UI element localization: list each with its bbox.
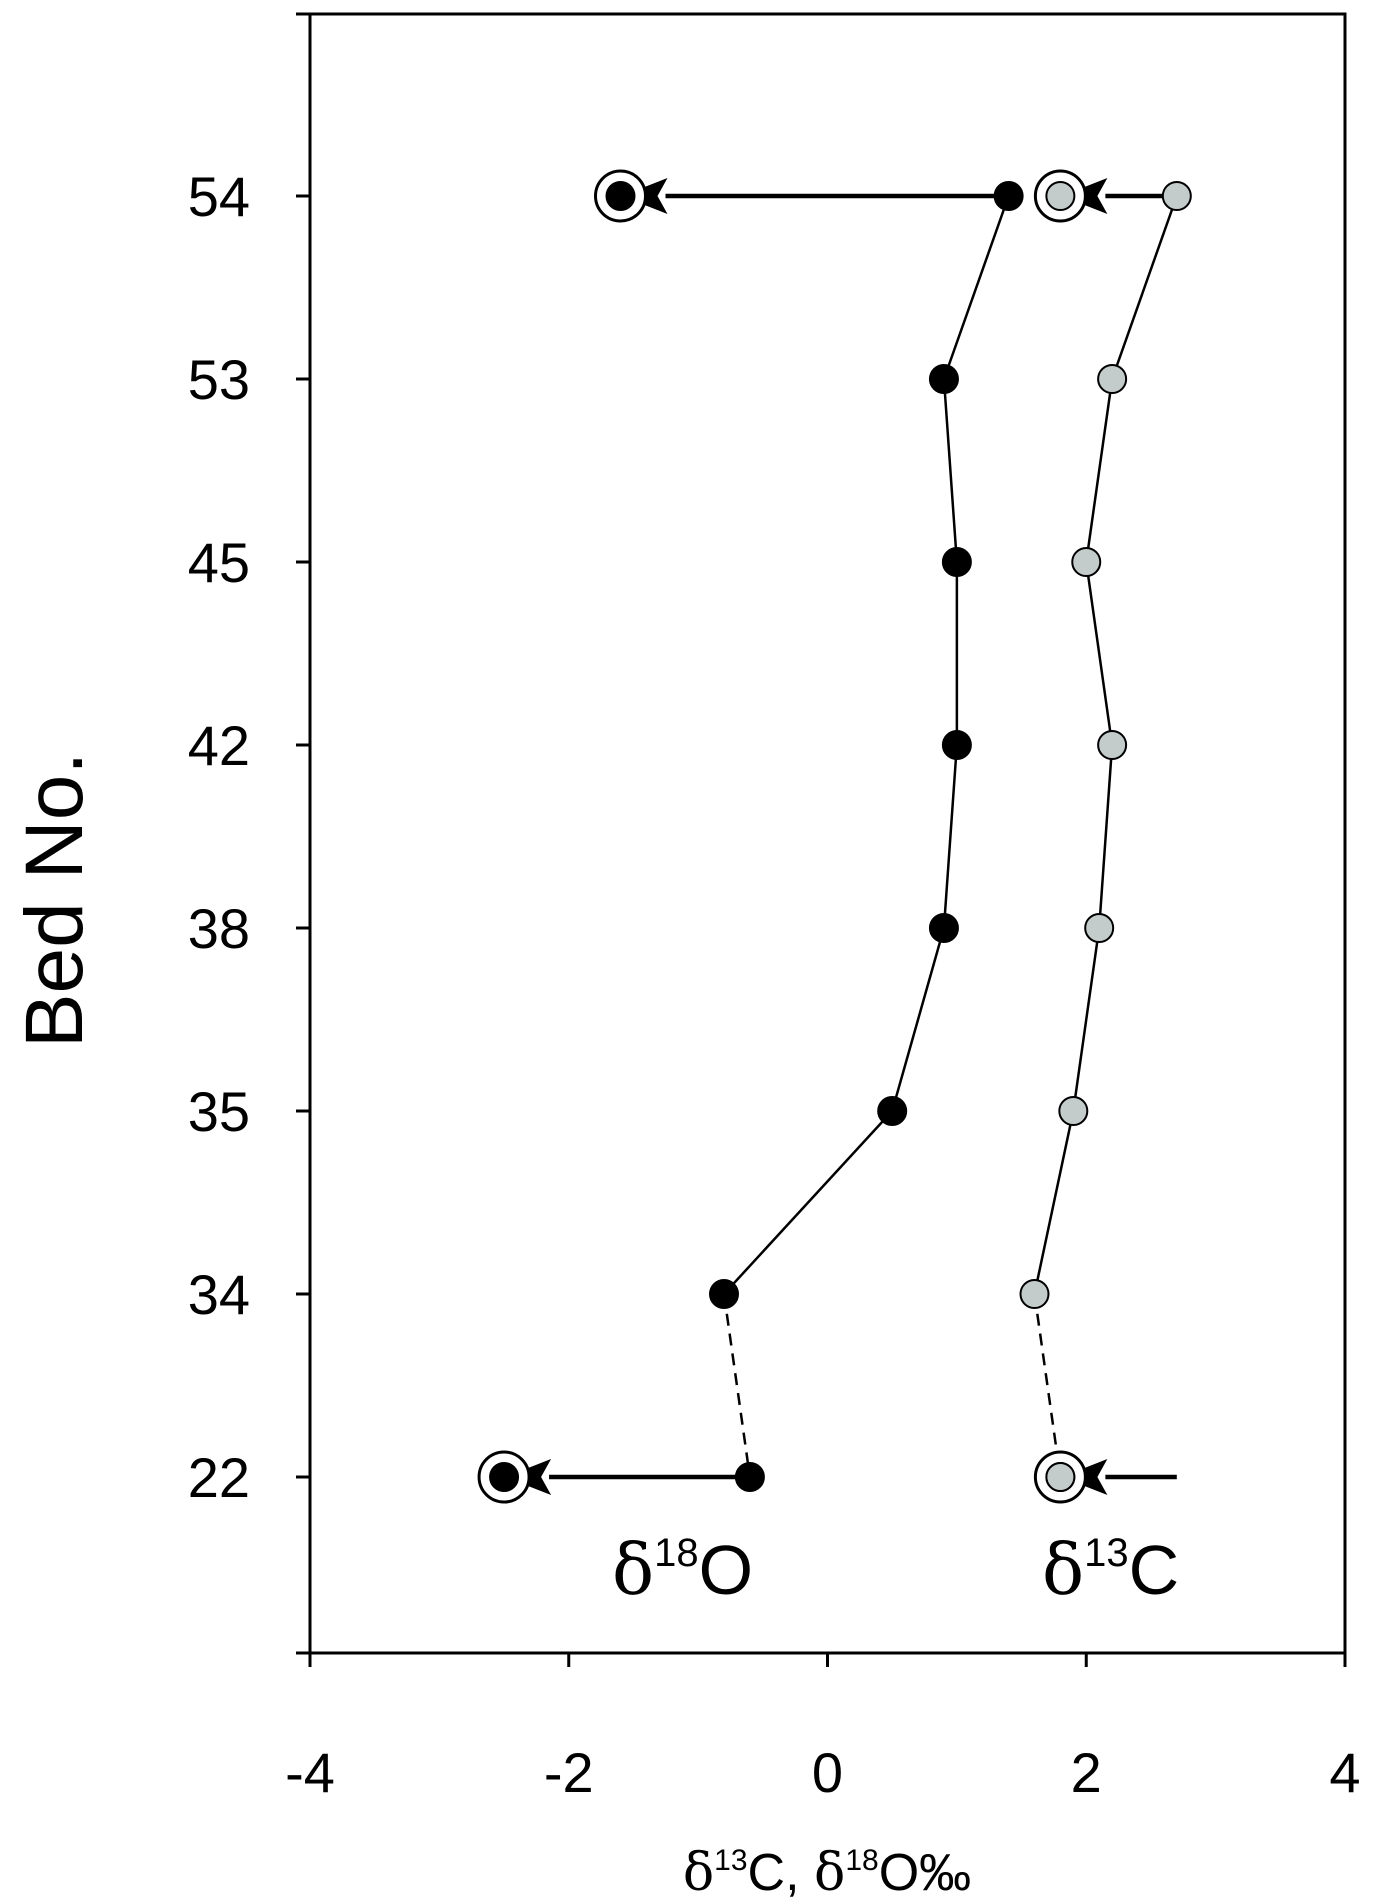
x-axis-label-text-1: C, bbox=[748, 1844, 814, 1902]
data-point-d18o bbox=[734, 1462, 765, 1492]
series-label-d13c: δ13C bbox=[1042, 1529, 1179, 1611]
data-point-d13c bbox=[1071, 547, 1102, 577]
y-tick-label: 54 bbox=[188, 165, 250, 228]
data-point-d18o bbox=[877, 1096, 908, 1126]
data-point-d13c bbox=[1058, 1096, 1089, 1126]
y-tick-label: 42 bbox=[188, 714, 250, 777]
data-point-d13c bbox=[1097, 364, 1128, 394]
y-tick-label: 22 bbox=[188, 1446, 250, 1509]
series-label-d18o-sup: 18 bbox=[654, 1531, 699, 1575]
x-axis-label-text-2: O‰ bbox=[879, 1844, 971, 1902]
series-dashed-segment-d13c bbox=[1033, 1293, 1062, 1478]
data-point-d18o bbox=[709, 1279, 739, 1309]
x-tick-label: 2 bbox=[1071, 1741, 1102, 1804]
shifted-point-d18o bbox=[605, 181, 636, 211]
x-tick-label: -4 bbox=[285, 1741, 335, 1804]
data-point-d18o bbox=[941, 547, 972, 577]
x-axis-label-delta-1: δ bbox=[683, 1843, 714, 1902]
axes: -4 -2 0 2 4 54 53 45 42 38 35 34 22 bbox=[188, 12, 1361, 1804]
y-axis-label: Bed No. bbox=[9, 752, 100, 1048]
x-axis-label-sup-1: 13 bbox=[714, 1844, 747, 1877]
series-label-d18o-delta: δ bbox=[612, 1529, 654, 1611]
x-axis-label: δ13C, δ18O‰ bbox=[683, 1843, 971, 1902]
x-tick-label: 0 bbox=[812, 1741, 843, 1804]
data-point-d13c bbox=[1084, 913, 1115, 943]
series-label-d13c-delta: δ bbox=[1042, 1529, 1084, 1611]
x-tick-label: 4 bbox=[1329, 1741, 1360, 1804]
data-point-d18o bbox=[928, 364, 959, 394]
data-point-d18o bbox=[928, 913, 959, 943]
plot-frame bbox=[308, 12, 1347, 1655]
y-tick-label: 38 bbox=[188, 897, 250, 960]
data-point-d13c bbox=[1019, 1279, 1050, 1309]
data-point-d18o bbox=[993, 181, 1024, 211]
x-tick-label: -2 bbox=[544, 1741, 594, 1804]
y-tick-label: 45 bbox=[188, 531, 250, 594]
series-label-d13c-sup: 13 bbox=[1084, 1531, 1129, 1575]
x-axis-label-sup-2: 18 bbox=[845, 1844, 878, 1877]
series-label-d13c-element: C bbox=[1129, 1531, 1180, 1609]
series-label-d18o: δ18O bbox=[612, 1529, 753, 1611]
shifted-point-d18o bbox=[489, 1462, 520, 1492]
data-points bbox=[477, 169, 1192, 1504]
shift-arrows bbox=[505, 178, 1177, 1495]
y-tick-label: 35 bbox=[188, 1080, 250, 1143]
data-point-d13c bbox=[1161, 181, 1192, 211]
shifted-point-d13c bbox=[1045, 181, 1076, 211]
x-axis-label-delta-2: δ bbox=[814, 1843, 845, 1902]
data-point-d18o bbox=[941, 730, 972, 760]
data-point-d13c bbox=[1045, 1462, 1076, 1492]
data-point-d13c bbox=[1097, 730, 1128, 760]
series-label-d18o-element: O bbox=[699, 1531, 753, 1609]
series-dashed-segment-d18o bbox=[722, 1293, 752, 1478]
y-tick-label: 53 bbox=[188, 348, 250, 411]
y-tick-label: 34 bbox=[188, 1263, 250, 1326]
